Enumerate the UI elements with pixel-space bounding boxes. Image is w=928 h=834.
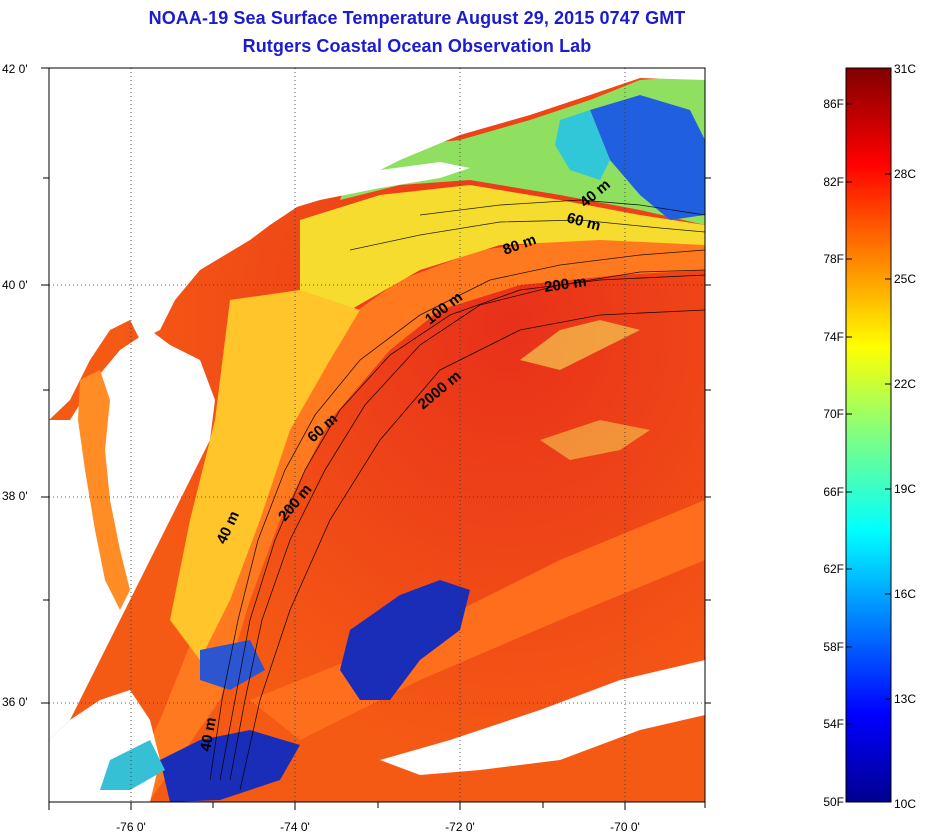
colorbar-c-10: 10C [894,797,917,811]
cold-patch-1 [340,580,470,700]
colorbar-f-54: 54F [823,717,844,731]
cloud-streak-2 [540,420,650,460]
colorbar-ticks [846,103,891,725]
chesapeake-bay [78,370,130,610]
cloud-south [380,660,705,775]
colorbar-c-16: 16C [894,587,917,601]
lat-label-40: 40 0' [2,278,28,292]
colorbar-f-86: 86F [823,97,844,111]
colorbar-c-31: 31C [894,62,917,76]
cloud-streak-1 [520,320,640,370]
cold-water-north [590,95,705,220]
colorbar-f-58: 58F [823,640,844,654]
colorbar-f-66: 66F [823,485,844,499]
isobath-label-200m-north: 200 m [543,273,587,296]
colorbar-f-50: 50F [823,795,844,809]
colorbar-f-62: 62F [823,562,844,576]
cyan-water-north [555,110,610,180]
colorbar-c-13: 13C [894,692,917,706]
lon-label-72: -72 0' [445,820,475,834]
lat-label-42: 42 0' [2,62,28,76]
cyan-patch [100,740,165,790]
colorbar-f-70: 70F [823,407,844,421]
map-title: NOAA-19 Sea Surface Temperature August 2… [148,8,686,28]
colorbar-c-25: 25C [894,272,917,286]
graticule [49,68,705,802]
map-frame [48,67,706,803]
lon-label-76: -76 0' [116,820,146,834]
lon-label-70: -70 0' [610,820,640,834]
cold-patch-2 [160,730,300,802]
map-subtitle: Rutgers Coastal Ocean Observation Lab [242,36,592,56]
colorbar-c-19: 19C [894,482,917,496]
lat-label-38: 38 0' [2,489,28,503]
isobath-lines [209,199,705,791]
lat-label-36: 36 0' [2,695,28,709]
lon-label-74: -74 0' [280,820,310,834]
cold-patch-3 [200,640,265,690]
land-north [49,68,705,420]
long-island [250,162,470,215]
shelf-water-2 [170,290,360,660]
colorbar-c-28: 28C [894,167,917,181]
map-ticks [41,67,711,810]
colorbar-c-22: 22C [894,377,917,391]
colorbar [845,67,892,803]
colorbar-f-78: 78F [823,252,844,266]
colorbar-f-82: 82F [823,175,844,189]
colorbar-f-74: 74F [823,330,844,344]
shelf-water [300,185,705,310]
isobath-label-40m-south: 40 m [197,716,220,753]
